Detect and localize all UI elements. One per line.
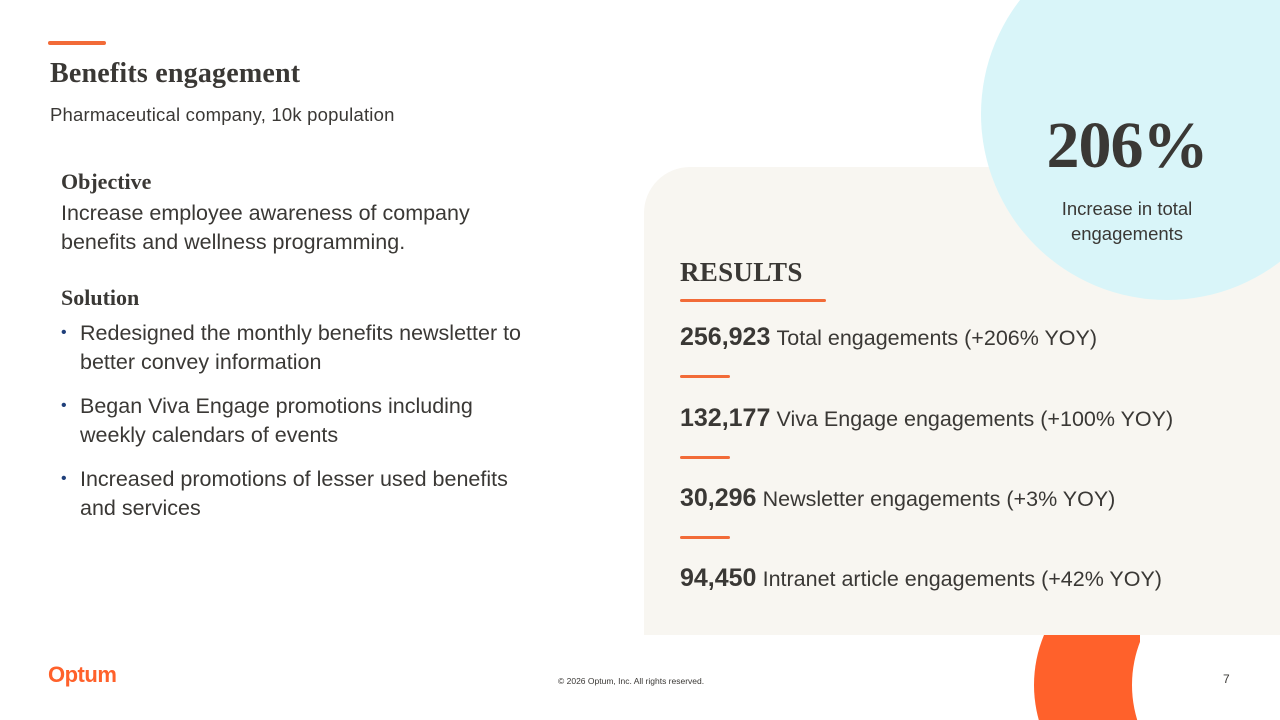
objective-text: Increase employee awareness of company b… <box>61 201 470 254</box>
case-study-details: Objective Increase employee awareness of… <box>61 168 541 538</box>
metric-intranet: 94,450 Intranet article engagements (+42… <box>680 564 1162 593</box>
metric-value: 30,296 <box>680 484 757 512</box>
bullet-icon: • <box>61 470 67 487</box>
objective-heading: Objective <box>61 169 152 194</box>
decorative-arc <box>1034 635 1140 720</box>
solution-item: • Began Viva Engage promotions including… <box>61 392 541 449</box>
optum-logo: Optum <box>48 662 117 687</box>
metric-value: 132,177 <box>680 404 771 432</box>
metric-total: 256,923 Total engagements (+206% YOY) <box>680 323 1097 352</box>
solution-list: • Redesigned the monthly benefits newsle… <box>61 319 541 522</box>
metric-divider <box>680 456 730 459</box>
solution-heading: Solution <box>61 285 140 310</box>
page-number: 7 <box>1223 672 1230 686</box>
metric-label: Intranet article engagements (+42% YOY) <box>762 567 1162 591</box>
solution-item: • Redesigned the monthly benefits newsle… <box>61 319 541 376</box>
bullet-icon: • <box>61 324 67 341</box>
bullet-icon: • <box>61 397 67 414</box>
highlight-stat: 206% <box>1046 109 1209 182</box>
page-title: Benefits engagement <box>50 58 301 89</box>
metric-label: Viva Engage engagements (+100% YOY) <box>776 407 1174 431</box>
metric-divider <box>680 375 730 378</box>
copyright-text: © 2026 Optum, Inc. All rights reserved. <box>558 676 705 686</box>
highlight-caption: Increase in total engagements <box>1061 198 1193 244</box>
solution-item-text: Increased promotions of lesser used bene… <box>80 467 508 520</box>
metric-label: Total engagements (+206% YOY) <box>776 326 1098 350</box>
solution-item-text: Began Viva Engage promotions including w… <box>80 394 473 447</box>
metric-newsletter: 30,296 Newsletter engagements (+3% YOY) <box>680 484 1115 513</box>
results-underline <box>680 299 826 302</box>
page-subtitle: Pharmaceutical company, 10k population <box>50 104 395 125</box>
metric-value: 256,923 <box>680 323 771 351</box>
title-accent-bar <box>48 41 106 45</box>
solution-item-text: Redesigned the monthly benefits newslett… <box>80 321 522 374</box>
metric-value: 94,450 <box>680 564 757 592</box>
metric-divider <box>680 536 730 539</box>
solution-item: • Increased promotions of lesser used be… <box>61 465 541 522</box>
metric-label: Newsletter engagements (+3% YOY) <box>762 487 1116 511</box>
results-heading: RESULTS <box>680 257 803 287</box>
metric-viva-engage: 132,177 Viva Engage engagements (+100% Y… <box>680 404 1173 433</box>
